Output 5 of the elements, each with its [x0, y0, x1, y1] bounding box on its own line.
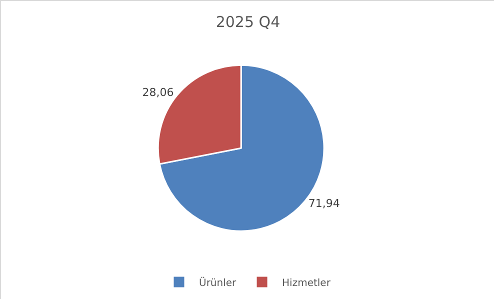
- chart-title: 2025 Q4: [216, 13, 280, 32]
- data-label: 71,94: [308, 197, 340, 210]
- legend-label: Hizmetler: [282, 278, 332, 289]
- legend-label: Ürünler: [199, 276, 238, 289]
- data-label: 28,06: [142, 86, 174, 100]
